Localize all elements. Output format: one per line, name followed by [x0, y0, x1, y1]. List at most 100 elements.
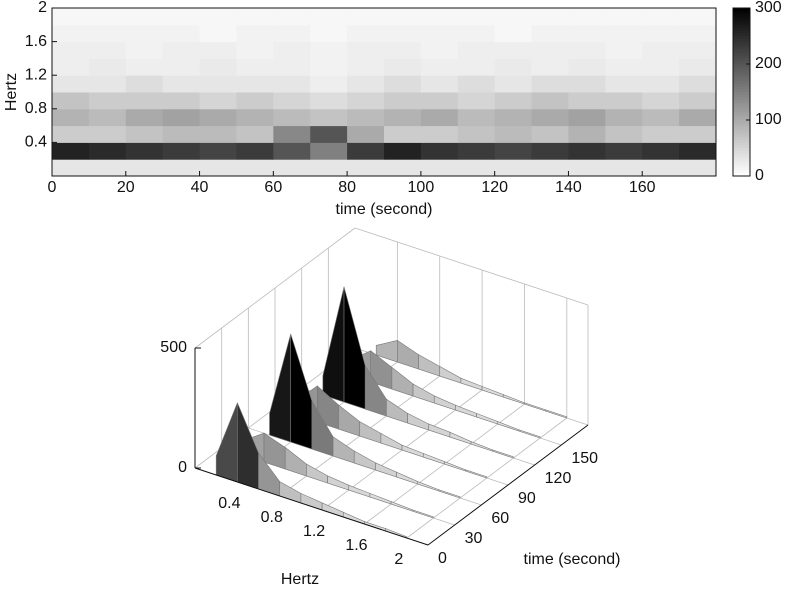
surface-strip	[518, 429, 541, 439]
heat-cell	[384, 108, 422, 127]
heat-cell	[347, 58, 385, 76]
heat-cell	[384, 58, 422, 76]
heat-cell	[125, 142, 164, 160]
heat-cell	[568, 108, 606, 127]
colorbar-step	[733, 162, 750, 166]
heat-cell	[457, 92, 496, 110]
heat-cell	[642, 41, 680, 59]
heat-cell	[125, 41, 164, 59]
heat-cell	[568, 75, 606, 93]
heat-cell	[568, 142, 606, 160]
surface-strip	[375, 462, 397, 478]
heat-cell	[531, 92, 569, 110]
surface-strip	[492, 449, 514, 459]
heat-cell	[568, 24, 606, 43]
colorbar-step	[733, 108, 750, 113]
colorbar-step	[733, 50, 750, 54]
colorbar-step	[733, 64, 750, 68]
surface-strip	[353, 450, 376, 471]
heat-cell	[88, 125, 127, 143]
heat-cell	[347, 75, 385, 93]
colorbar-tick-label: 100	[755, 111, 782, 128]
heat-cell	[88, 108, 127, 127]
heat-cell	[162, 75, 201, 93]
surface-strip	[497, 421, 520, 432]
heat-cell	[88, 24, 127, 43]
surface-strip	[401, 444, 424, 458]
heat-cell	[457, 75, 496, 93]
heat-cell	[347, 41, 385, 59]
surface-strip	[306, 463, 328, 484]
heat-cell	[605, 24, 643, 43]
surface-strip	[215, 402, 238, 483]
surface-strip	[422, 452, 445, 465]
colorbar-step	[733, 89, 750, 93]
surface-strip	[417, 481, 440, 492]
heat-cell	[457, 159, 496, 177]
x-axis-label: Hertz	[281, 571, 319, 588]
heat-cell	[457, 125, 496, 143]
colorbar-step	[733, 38, 750, 43]
y-tick-label: 30	[465, 530, 483, 547]
heat-cell	[420, 159, 459, 177]
heat-cell	[420, 8, 459, 26]
colorbar-step	[733, 136, 750, 141]
colorbar-step	[733, 139, 750, 143]
surface-strip	[524, 402, 546, 412]
colorbar-step	[733, 164, 750, 169]
x-tick-label: 0	[48, 179, 57, 196]
colorbar-step	[733, 27, 750, 31]
heat-cell	[457, 24, 496, 43]
heat-cell	[310, 125, 348, 143]
heat-cell	[310, 108, 348, 127]
heat-cell	[88, 142, 127, 160]
surface-strip	[380, 432, 403, 451]
heat-cell	[457, 142, 496, 160]
x-tick-label: 80	[338, 179, 356, 196]
heat-cell	[420, 142, 459, 160]
heat-cell	[199, 92, 237, 110]
heat-cell	[642, 108, 680, 127]
x-tick-label: 100	[408, 179, 435, 196]
y-tick-label: 120	[545, 470, 572, 487]
heat-cell	[52, 108, 90, 127]
heat-cell	[494, 58, 533, 76]
heat-cell	[531, 8, 569, 26]
heat-cell	[52, 142, 90, 160]
surface-strip	[481, 385, 504, 398]
colorbar-step	[733, 150, 750, 155]
colorbar-step	[733, 13, 750, 17]
colorbar-step	[733, 80, 750, 85]
y-tick-label: 90	[518, 490, 536, 507]
surface-strip	[455, 404, 477, 418]
heat-cell	[162, 41, 201, 59]
x-tick-label: 2	[394, 551, 403, 568]
heat-cell	[88, 41, 127, 59]
surface-strip	[322, 286, 345, 403]
colorbar-step	[733, 72, 750, 76]
heat-cell	[310, 58, 348, 76]
surface-strip	[428, 423, 451, 438]
heat-cell	[52, 41, 90, 59]
heat-cell	[273, 75, 311, 93]
heat-cell	[347, 108, 385, 127]
surface-strip	[412, 383, 435, 404]
colorbar-step	[733, 16, 750, 20]
heat-cell	[679, 108, 717, 127]
surface-strip	[465, 469, 488, 479]
plot-frame	[51, 7, 717, 177]
heat-cell	[347, 142, 385, 160]
y-tick-label: 0	[438, 550, 447, 567]
surface-strip	[438, 489, 461, 499]
heat-cell	[162, 108, 201, 127]
heat-cell	[273, 142, 311, 160]
heat-cell	[199, 125, 237, 143]
heat-cell	[420, 125, 459, 143]
heat-cell	[236, 8, 274, 26]
colorbar-step	[733, 170, 750, 174]
surface-strip	[444, 461, 466, 472]
colorbar-step	[733, 145, 750, 149]
surface-strip	[412, 509, 434, 519]
y-tick-label: 1.6	[25, 33, 47, 50]
